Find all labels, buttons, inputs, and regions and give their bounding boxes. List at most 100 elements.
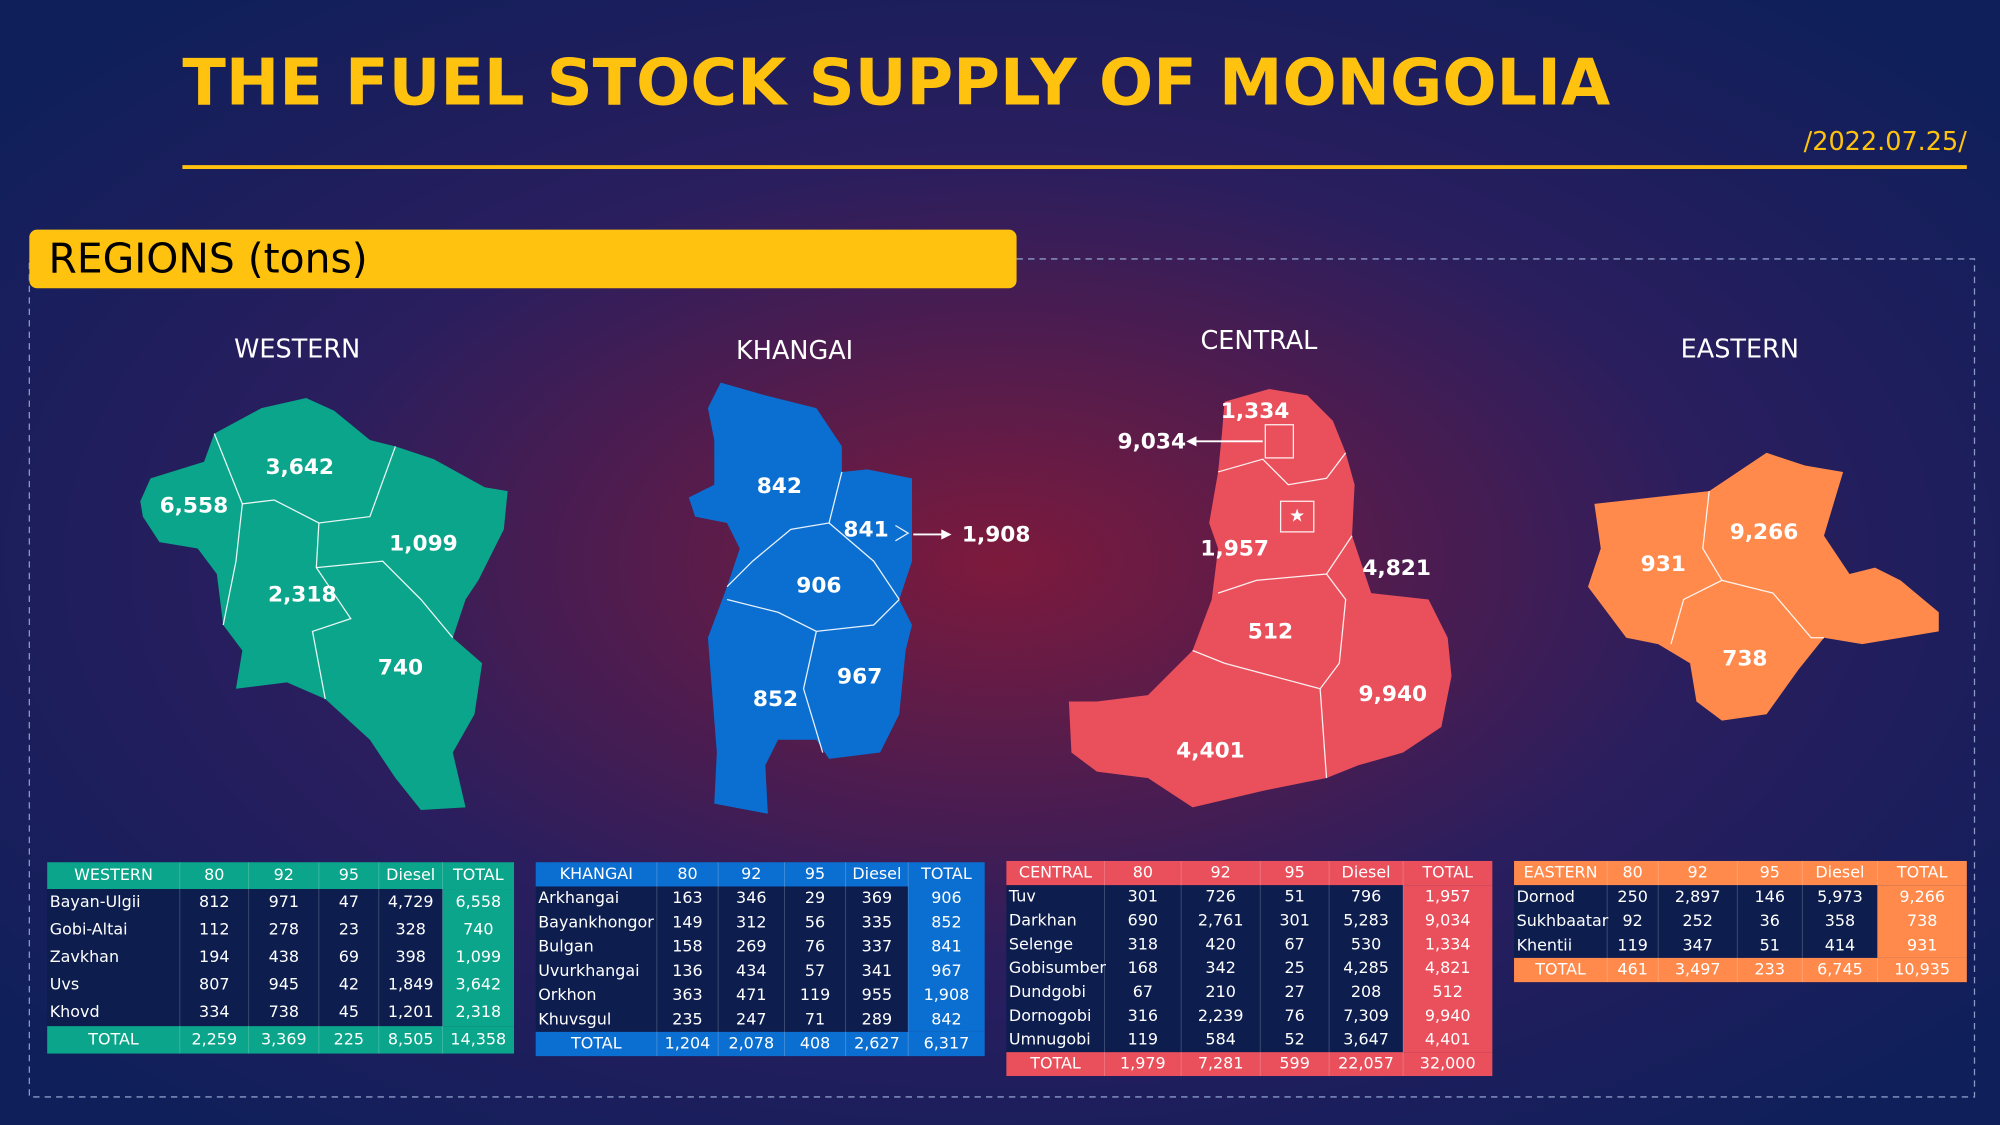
table-cell: 341 — [862, 961, 892, 980]
date: /2022.07.25/ — [1804, 127, 1968, 157]
table-cell: 347 — [1682, 935, 1712, 954]
darkhan-marker — [1264, 424, 1295, 459]
table-cell: 967 — [931, 961, 961, 980]
province-border — [1670, 491, 1723, 645]
table-cell: 9,034 — [1425, 910, 1471, 929]
province-border — [311, 522, 352, 700]
table-cell: 235 — [672, 1009, 702, 1028]
table-cell: 738 — [269, 1002, 299, 1021]
khangai-map — [688, 382, 952, 814]
table-cell: 146 — [1755, 887, 1785, 906]
table-cell: 852 — [931, 912, 961, 931]
table-cell: 4,729 — [388, 892, 434, 911]
province-border — [1319, 573, 1347, 779]
table-cell: 328 — [396, 920, 426, 939]
table-header-bg — [1006, 860, 1493, 886]
table-cell: 1,849 — [388, 975, 434, 994]
tables: WESTERN 80 92 95 Diesel TOTAL Bayan-Ulgii 812 97… — [47, 860, 1967, 1077]
table-cell: 67 — [1133, 982, 1153, 1001]
province-border — [213, 433, 243, 626]
arrow-head — [1186, 436, 1197, 447]
table-cell: 1,099 — [455, 947, 501, 966]
region-name: WESTERN — [234, 335, 360, 365]
table-header-cell: Diesel — [386, 865, 435, 884]
table-total-cell: 22,057 — [1338, 1054, 1394, 1073]
region-table: KHANGAI 80 92 95 Diesel TOTAL Arkhangai 163 346 2… — [535, 862, 985, 1057]
table-cell: 4,821 — [1425, 958, 1471, 977]
table-cell: 1,957 — [1425, 887, 1471, 906]
table-header-bg — [47, 862, 515, 890]
table-total-cell: 6,745 — [1817, 960, 1863, 979]
table-cell: 906 — [931, 888, 961, 907]
region-table: CENTRAL 80 92 95 Diesel TOTAL Tuv 301 726 51 796 1,… — [1006, 860, 1493, 1077]
table-cell: 23 — [339, 920, 359, 939]
section-frame — [28, 258, 1976, 1098]
map-label: 3,642 — [265, 455, 334, 480]
table-header-cell: 95 — [1760, 863, 1780, 882]
table-cell: 52 — [1285, 1030, 1305, 1049]
total-column-bg — [908, 886, 985, 1032]
table-cell: 76 — [805, 937, 825, 956]
table-cell: 9,266 — [1899, 887, 1945, 906]
table-cell: 45 — [339, 1002, 359, 1021]
province-border — [242, 446, 397, 524]
table-header-cell: EASTERN — [1524, 863, 1598, 882]
region-name: KHANGAI — [736, 336, 853, 366]
table-cell: 136 — [672, 961, 702, 980]
table-cell: 51 — [1285, 887, 1305, 906]
map-label: 4,401 — [1176, 738, 1245, 763]
table-cell: 312 — [736, 912, 766, 931]
table-header-cell: 92 — [741, 864, 761, 883]
province-border — [316, 560, 454, 639]
table-cell: 512 — [1432, 982, 1462, 1001]
map-label: 1,908 — [962, 523, 1031, 548]
table-cell: 51 — [1760, 935, 1780, 954]
province-border — [1217, 452, 1347, 486]
map-label: 2,318 — [268, 583, 337, 608]
table-cell: 316 — [1128, 1006, 1158, 1025]
table-header-cell: WESTERN — [74, 865, 153, 884]
western-map — [140, 397, 508, 810]
table-header-cell: TOTAL — [1896, 863, 1948, 882]
table-total-cell: 3,497 — [1675, 960, 1721, 979]
table-header-cell: 95 — [339, 865, 359, 884]
table-row-name: Sukhbaatar — [1517, 911, 1609, 930]
table-cell: 301 — [1279, 910, 1309, 929]
table-cell: 318 — [1128, 934, 1158, 953]
table-total-cell: 2,627 — [854, 1034, 900, 1053]
central-map: ★ — [1068, 389, 1452, 808]
map-label: 906 — [796, 574, 841, 599]
table-cell: 67 — [1285, 934, 1305, 953]
table-body-bg — [535, 886, 909, 1032]
province-border — [802, 631, 824, 753]
region-table: EASTERN 80 92 95 Diesel TOTAL Dornod 250 2,897 14… — [1514, 860, 1967, 983]
table-cell: 740 — [463, 920, 493, 939]
section-banner — [29, 229, 1017, 289]
table-cell: 812 — [199, 892, 229, 911]
table-cell: 6,558 — [455, 892, 501, 911]
table-total-bg — [1006, 1052, 1493, 1077]
map-label: 1,334 — [1221, 399, 1290, 424]
table-row-name: Khuvsgul — [538, 1009, 611, 1028]
table-total-cell: 1,204 — [665, 1034, 711, 1053]
table-body-bg — [47, 889, 443, 1027]
table-row-name: Selenge — [1009, 934, 1073, 953]
table-cell: 346 — [736, 888, 766, 907]
table-cell: 398 — [396, 947, 426, 966]
table-cell: 363 — [672, 985, 702, 1004]
table-cell: 1,334 — [1425, 934, 1471, 953]
table-header-cell: 95 — [1285, 863, 1305, 882]
table-row-name: Tuv — [1008, 887, 1036, 906]
capital-marker — [1279, 500, 1315, 533]
table-cell: 9,940 — [1425, 1006, 1471, 1025]
region-shape — [688, 382, 912, 814]
table-total-cell: 408 — [800, 1034, 830, 1053]
table-row-name: Dundgobi — [1009, 982, 1086, 1001]
table-header-cell: 92 — [1688, 863, 1708, 882]
table-header-cell: 80 — [677, 864, 697, 883]
map-label: 512 — [1248, 620, 1293, 645]
total-column-bg — [1877, 885, 1967, 958]
table-cell: 4,285 — [1343, 958, 1389, 977]
table-row-name: Arkhangai — [538, 888, 619, 907]
table-header-cell: 92 — [274, 865, 294, 884]
